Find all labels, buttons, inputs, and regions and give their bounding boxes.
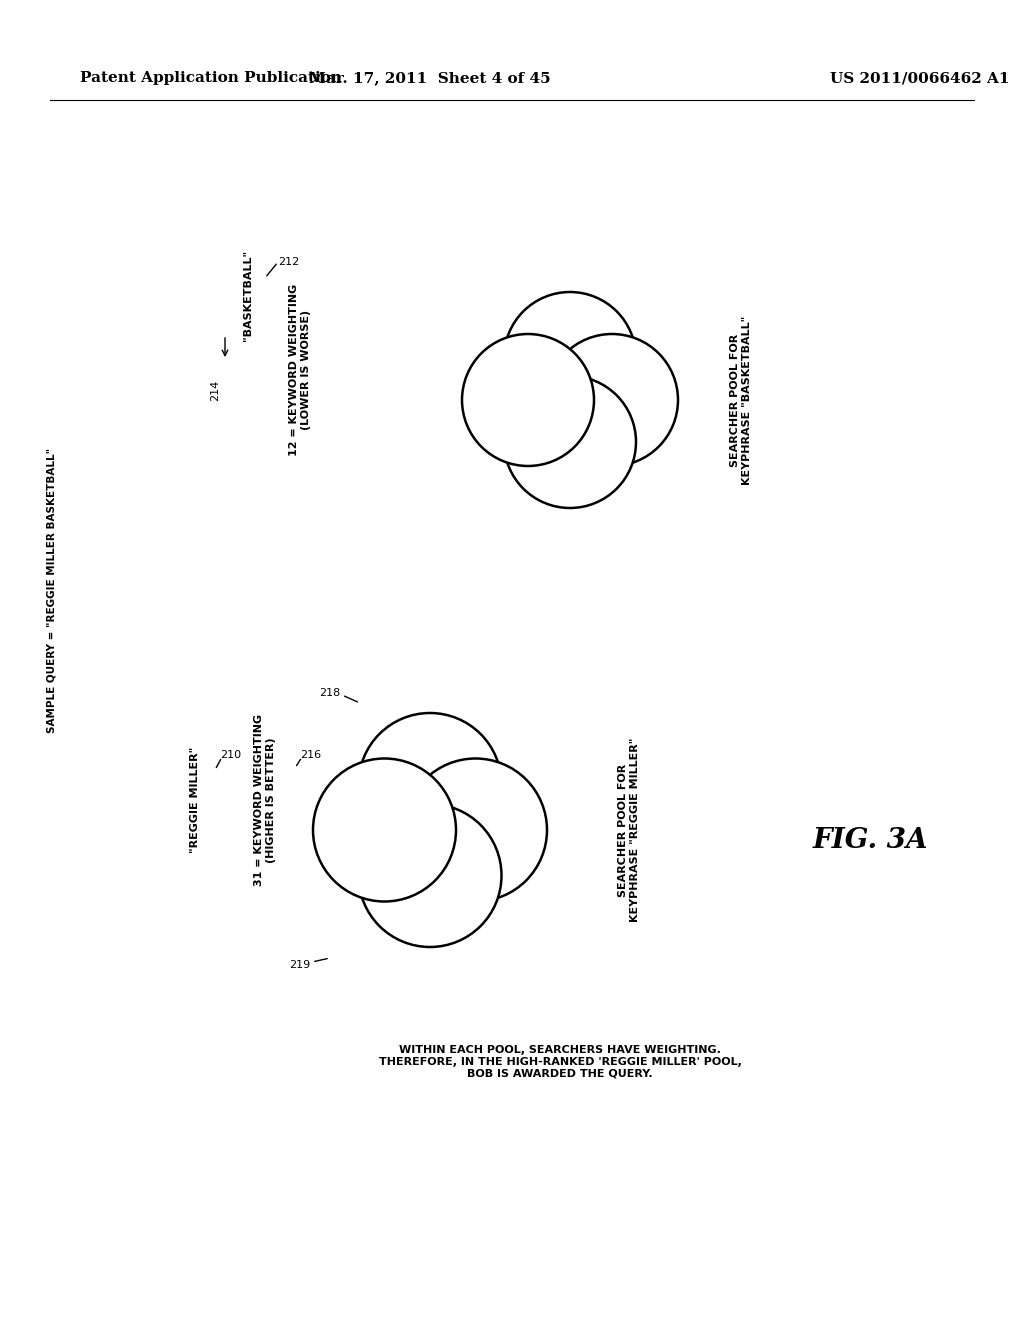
Text: "BASKETBALL": "BASKETBALL"	[243, 249, 253, 341]
Text: DANIEL
9: DANIEL 9	[482, 420, 528, 441]
Text: FIG. 3A: FIG. 3A	[812, 826, 928, 854]
Text: 212: 212	[278, 257, 299, 267]
Text: WITHIN EACH POOL, SEARCHERS HAVE WEIGHTING.
THEREFORE, IN THE HIGH-RANKED 'REGGI: WITHIN EACH POOL, SEARCHERS HAVE WEIGHTI…	[379, 1045, 741, 1078]
Circle shape	[546, 334, 678, 466]
Circle shape	[404, 759, 547, 902]
Text: US 2011/0066462 A1: US 2011/0066462 A1	[830, 71, 1010, 84]
Text: 218: 218	[318, 688, 340, 698]
Text: BOB
19: BOB 19	[347, 847, 373, 869]
Text: ANDREW
12: ANDREW 12	[413, 878, 468, 899]
Text: SONAL
32: SONAL 32	[528, 354, 571, 376]
Text: 210: 210	[220, 750, 241, 760]
Text: BARBARA
2: BARBARA 2	[456, 824, 515, 846]
Circle shape	[504, 292, 636, 424]
Text: "REGGIE MILLER": "REGGIE MILLER"	[190, 747, 200, 853]
Text: SAMPLE QUERY = "REGGIE MILLER BASKETBALL": SAMPLE QUERY = "REGGIE MILLER BASKETBALL…	[47, 447, 57, 733]
Text: Mar. 17, 2011  Sheet 4 of 45: Mar. 17, 2011 Sheet 4 of 45	[309, 71, 551, 84]
Circle shape	[313, 759, 456, 902]
Circle shape	[358, 804, 502, 946]
Text: 216: 216	[300, 750, 322, 760]
Circle shape	[504, 376, 636, 508]
Text: 12 = KEYWORD WEIGHTING
(LOWER IS WORSE): 12 = KEYWORD WEIGHTING (LOWER IS WORSE)	[289, 284, 311, 457]
Text: GEORGE
20: GEORGE 20	[574, 420, 626, 441]
Text: 219: 219	[289, 960, 310, 970]
Text: BENJAMIN
13: BENJAMIN 13	[379, 781, 441, 803]
Text: 31 = KEYWORD WEIGHTING
(HIGHER IS BETTER): 31 = KEYWORD WEIGHTING (HIGHER IS BETTER…	[254, 714, 275, 886]
Circle shape	[462, 334, 594, 466]
Text: SEARCHER POOL FOR
KEYPHRASE "REGGIE MILLER": SEARCHER POOL FOR KEYPHRASE "REGGIE MILL…	[618, 738, 640, 923]
Text: 214: 214	[210, 379, 220, 401]
Circle shape	[358, 713, 502, 855]
Text: SEARCHER POOL FOR
KEYPHRASE "BASKETBALL": SEARCHER POOL FOR KEYPHRASE "BASKETBALL"	[730, 315, 752, 484]
Text: Patent Application Publication: Patent Application Publication	[80, 71, 342, 84]
